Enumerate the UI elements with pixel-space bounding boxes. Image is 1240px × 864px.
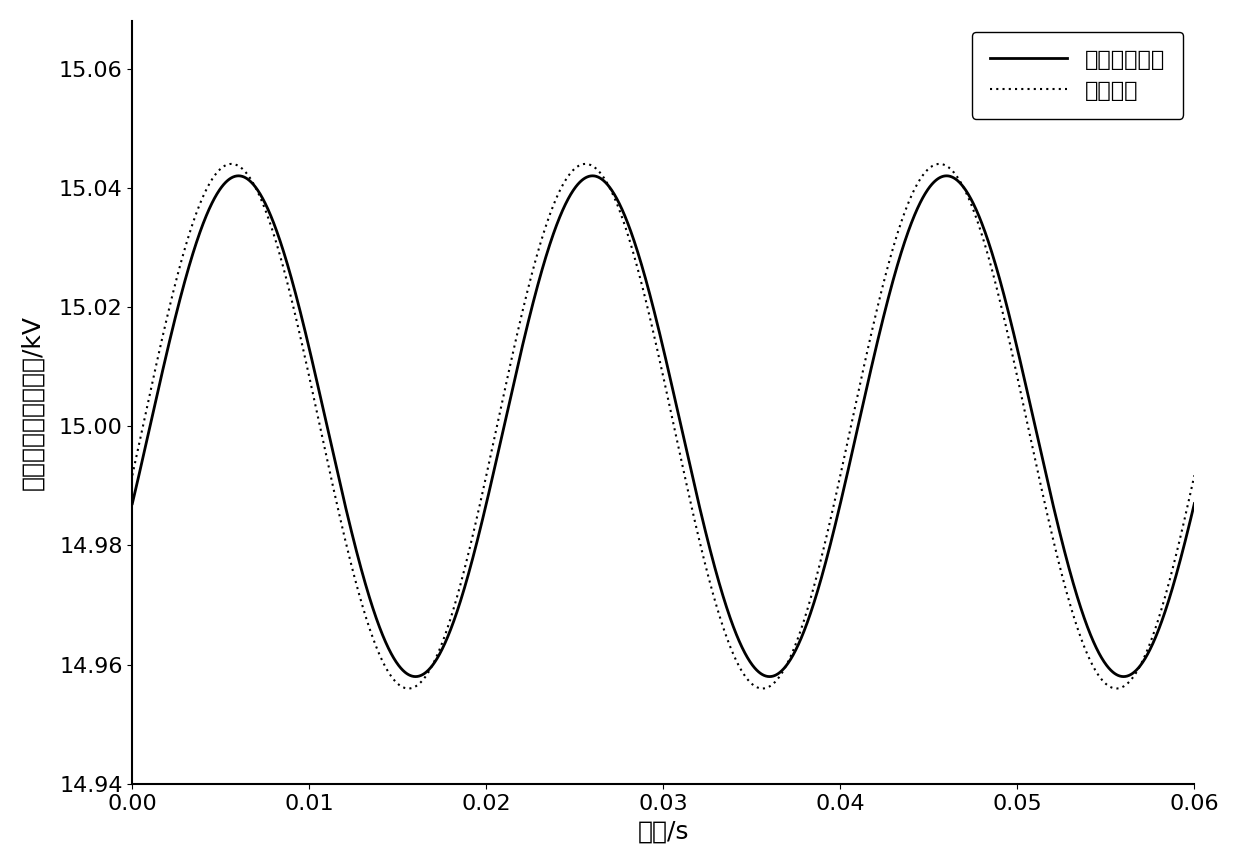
Line: 解析计算曲线: 解析计算曲线 <box>133 176 1194 677</box>
解析计算曲线 <box>125 499 140 509</box>
解析计算曲线 <box>1052 526 1066 537</box>
仿真曲线 <box>1052 560 1066 570</box>
仿真曲线 <box>247 179 262 189</box>
解析计算曲线 <box>310 376 325 386</box>
解析计算曲线 <box>231 171 246 181</box>
仿真曲线 <box>1187 470 1202 480</box>
仿真曲线 <box>1167 557 1182 568</box>
Y-axis label: 子模块平均电容电压/kV: 子模块平均电容电压/kV <box>21 314 45 490</box>
Line: 仿真曲线: 仿真曲线 <box>133 164 1194 689</box>
Legend: 解析计算曲线, 仿真曲线: 解析计算曲线, 仿真曲线 <box>972 32 1183 118</box>
仿真曲线 <box>224 159 239 169</box>
X-axis label: 时间/s: 时间/s <box>637 819 689 843</box>
仿真曲线 <box>579 159 594 169</box>
解析计算曲线 <box>532 272 547 283</box>
解析计算曲线 <box>1167 577 1182 588</box>
仿真曲线 <box>1109 683 1123 694</box>
解析计算曲线 <box>1187 499 1202 509</box>
解析计算曲线 <box>247 180 262 190</box>
仿真曲线 <box>125 470 140 480</box>
解析计算曲线 <box>1116 671 1131 682</box>
仿真曲线 <box>532 240 547 251</box>
解析计算曲线 <box>579 172 594 182</box>
仿真曲线 <box>310 406 325 416</box>
